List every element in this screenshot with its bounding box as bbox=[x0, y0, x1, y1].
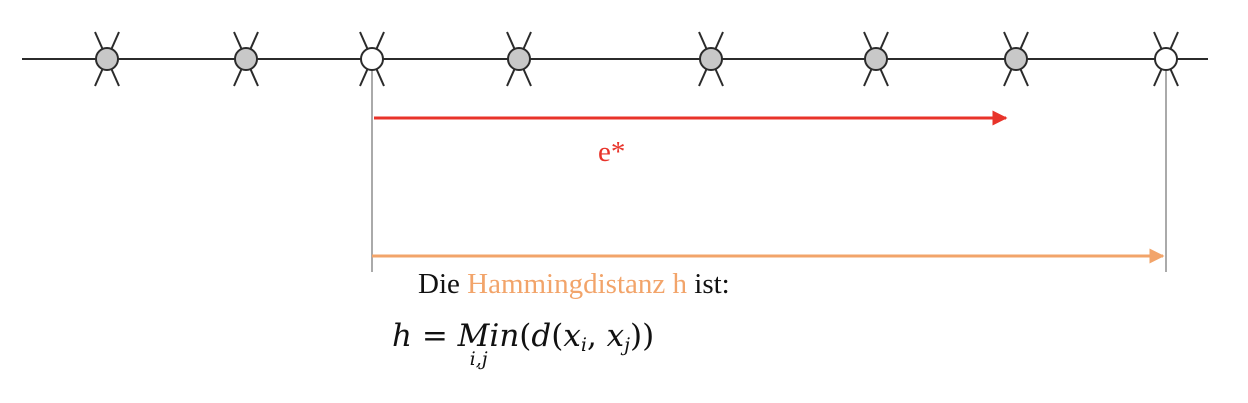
received-word-node bbox=[1153, 31, 1179, 87]
formula-func: d bbox=[531, 318, 552, 354]
received-word-node bbox=[359, 31, 385, 87]
caption-highlight: Hammingdistanz h bbox=[467, 268, 688, 300]
node-circle bbox=[234, 47, 258, 71]
formula-min-operator: Min i,j bbox=[457, 318, 520, 370]
error-label: e* bbox=[598, 136, 625, 168]
codeword-node bbox=[863, 31, 889, 87]
node-circle bbox=[699, 47, 723, 71]
formula-x1: x bbox=[563, 318, 581, 354]
caption-suffix: ist: bbox=[687, 268, 730, 300]
hamming-caption: Die Hammingdistanz h ist: bbox=[418, 268, 730, 301]
formula-close: )) bbox=[630, 318, 655, 354]
formula-comma: , bbox=[586, 318, 597, 354]
formula-x2: x bbox=[606, 318, 625, 354]
codeword-node bbox=[698, 31, 724, 87]
formula-x2-sub: j bbox=[624, 334, 631, 356]
codeword-node bbox=[233, 31, 259, 87]
node-circle bbox=[360, 47, 384, 71]
formula-open: ( bbox=[519, 318, 532, 354]
caption-prefix: Die bbox=[418, 268, 468, 300]
node-circle bbox=[864, 47, 888, 71]
formula-min-label: Min bbox=[457, 318, 520, 354]
node-circle bbox=[95, 47, 119, 71]
codeword-node bbox=[506, 31, 532, 87]
codeword-node bbox=[94, 31, 120, 87]
formula-x1-sub: i bbox=[580, 334, 587, 356]
node-group bbox=[94, 31, 1179, 87]
formula-lhs: h bbox=[392, 318, 412, 354]
hamming-formula: h = Min i,j (d(xi, xj)) bbox=[392, 318, 655, 370]
formula-min-subscript: i,j bbox=[469, 348, 488, 370]
formula-equals: = bbox=[421, 318, 448, 354]
node-circle bbox=[1154, 47, 1178, 71]
node-circle bbox=[1004, 47, 1028, 71]
formula-inner-open: ( bbox=[551, 318, 564, 354]
node-circle bbox=[507, 47, 531, 71]
codeword-node bbox=[1003, 31, 1029, 87]
